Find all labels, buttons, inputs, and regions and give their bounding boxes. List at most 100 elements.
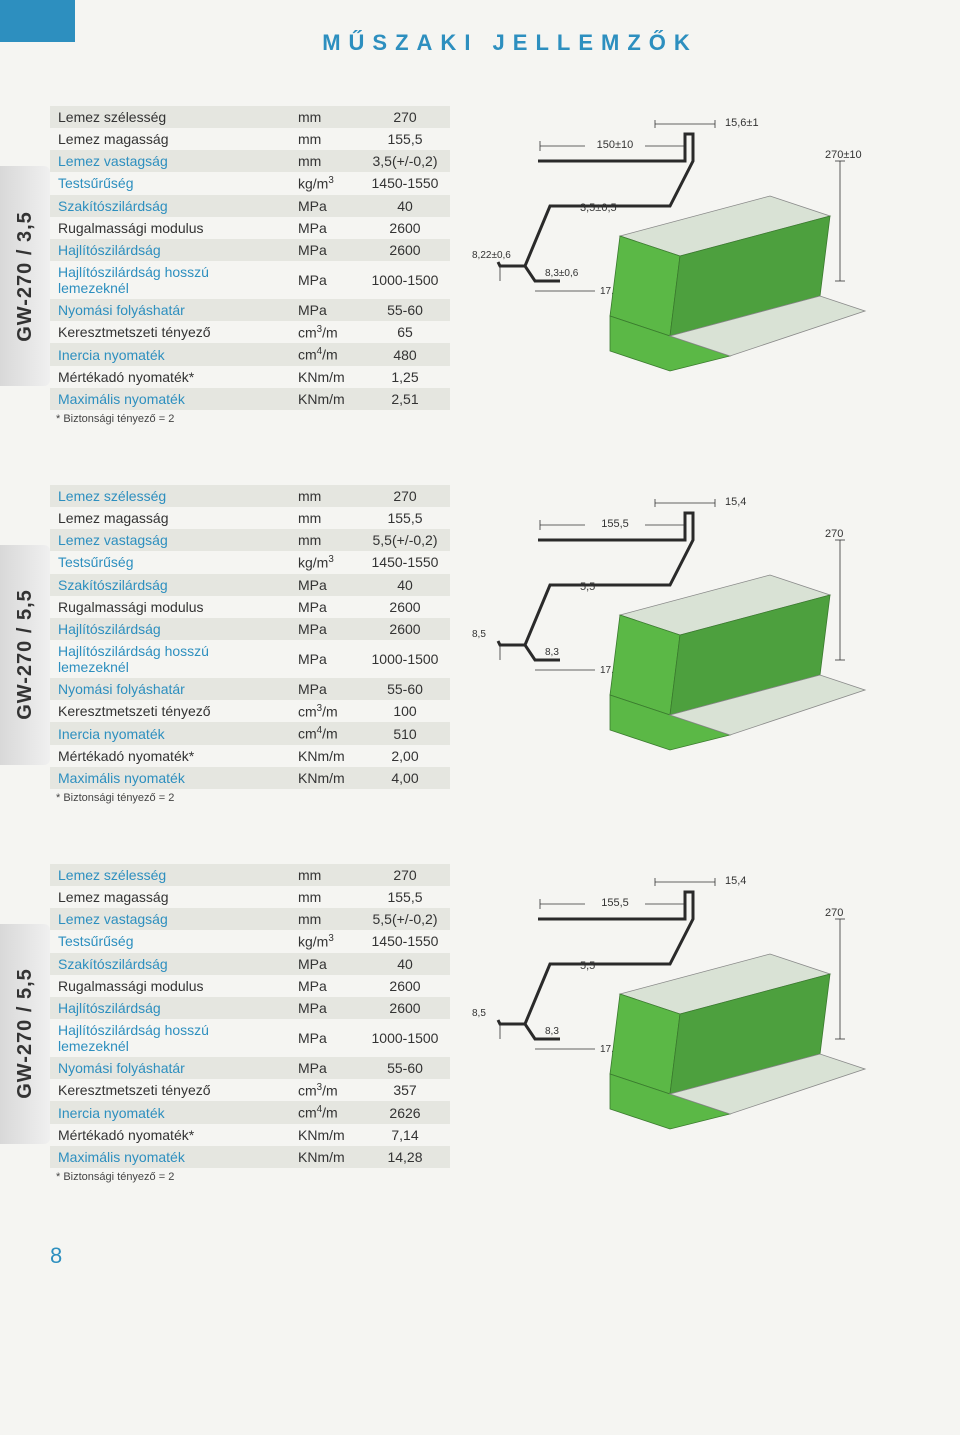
table-row: HajlítószilárdságMPa2600 (50, 239, 450, 261)
spec-unit: KNm/m (290, 1146, 360, 1168)
table-row: Nyomási folyáshatárMPa55-60 (50, 1057, 450, 1079)
spec-value: 270 (360, 106, 450, 128)
table-row: Keresztmetszeti tényezőcm3/m65 (50, 321, 450, 344)
spec-label: Lemez szélesség (50, 864, 290, 886)
svg-text:8,3: 8,3 (545, 1026, 559, 1037)
spec-label: Maximális nyomaték (50, 1146, 290, 1168)
spec-label: Testsűrűség (50, 172, 290, 195)
spec-value: 14,28 (360, 1146, 450, 1168)
footnote: * Biztonsági tényező = 2 (56, 1171, 450, 1183)
product-tab: GW-270 / 5,5 (0, 924, 50, 1144)
spec-label: Szakítószilárdság (50, 195, 290, 217)
svg-text:8,5: 8,5 (472, 1008, 486, 1019)
spec-label: Lemez vastagság (50, 529, 290, 551)
product-tab: GW-270 / 5,5 (0, 545, 50, 765)
spec-unit: KNm/m (290, 745, 360, 767)
spec-unit: cm4/m (290, 1101, 360, 1124)
spec-value: 2600 (360, 975, 450, 997)
spec-unit: mm (290, 908, 360, 930)
table-row: Lemez szélességmm270 (50, 485, 450, 507)
spec-label: Mértékadó nyomaték* (50, 366, 290, 388)
spec-label: Rugalmassági modulus (50, 596, 290, 618)
spec-value: 270 (360, 864, 450, 886)
table-row: Rugalmassági modulusMPa2600 (50, 975, 450, 997)
spec-label: Lemez magasság (50, 507, 290, 529)
spec-value: 2,00 (360, 745, 450, 767)
spec-unit: mm (290, 529, 360, 551)
spec-unit: mm (290, 150, 360, 172)
spec-value: 7,14 (360, 1124, 450, 1146)
spec-label: Keresztmetszeti tényező (50, 321, 290, 344)
spec-label: Maximális nyomaték (50, 767, 290, 789)
footnote: * Biztonsági tényező = 2 (56, 413, 450, 425)
spec-value: 1450-1550 (360, 930, 450, 953)
spec-value: 100 (360, 700, 450, 723)
svg-text:15,4: 15,4 (725, 496, 746, 508)
spec-unit: MPa (290, 574, 360, 596)
svg-text:3,5±0,5: 3,5±0,5 (580, 202, 617, 214)
spec-value: 155,5 (360, 507, 450, 529)
spec-table: Lemez szélességmm270Lemez magasságmm155,… (50, 864, 450, 1168)
page-title: MŰSZAKI JELLEMZŐK (100, 30, 920, 56)
spec-unit: KNm/m (290, 388, 360, 410)
spec-value: 155,5 (360, 128, 450, 150)
svg-text:5,5: 5,5 (580, 581, 595, 593)
spec-unit: MPa (290, 678, 360, 700)
svg-text:270: 270 (825, 528, 843, 540)
product-tab: GW-270 / 3,5 (0, 166, 50, 386)
spec-unit: MPa (290, 217, 360, 239)
spec-label: Hajlítószilárdság hosszú lemezeknél (50, 640, 290, 678)
table-row: Maximális nyomatékKNm/m14,28 (50, 1146, 450, 1168)
spec-value: 40 (360, 953, 450, 975)
spec-label: Inercia nyomaték (50, 722, 290, 745)
spec-unit: mm (290, 507, 360, 529)
spec-value: 1000-1500 (360, 1019, 450, 1057)
table-row: Nyomási folyáshatárMPa55-60 (50, 299, 450, 321)
spec-label: Inercia nyomaték (50, 343, 290, 366)
spec-value: 2,51 (360, 388, 450, 410)
product-tab-label: GW-270 / 3,5 (14, 211, 37, 342)
spec-unit: kg/m3 (290, 930, 360, 953)
spec-unit: MPa (290, 953, 360, 975)
profile-diagram: 15,6±1 150±10 3,5±0,5 8,22±0,6 8,3±0,6 1… (470, 106, 870, 386)
table-row: Nyomási folyáshatárMPa55-60 (50, 678, 450, 700)
spec-value: 1000-1500 (360, 261, 450, 299)
spec-value: 3,5(+/-0,2) (360, 150, 450, 172)
spec-label: Testsűrűség (50, 930, 290, 953)
spec-value: 5,5(+/-0,2) (360, 529, 450, 551)
table-row: Mértékadó nyomaték*KNm/m1,25 (50, 366, 450, 388)
spec-label: Lemez magasság (50, 128, 290, 150)
spec-table: Lemez szélességmm270Lemez magasságmm155,… (50, 485, 450, 789)
table-row: SzakítószilárdságMPa40 (50, 574, 450, 596)
spec-label: Hajlítószilárdság (50, 239, 290, 261)
spec-unit: mm (290, 128, 360, 150)
svg-text:8,22±0,6: 8,22±0,6 (472, 250, 511, 261)
spec-value: 2626 (360, 1101, 450, 1124)
table-row: Maximális nyomatékKNm/m4,00 (50, 767, 450, 789)
top-accent-bar (0, 0, 75, 42)
diagram-container: 15,6±1 150±10 3,5±0,5 8,22±0,6 8,3±0,6 1… (470, 106, 920, 391)
spec-unit: KNm/m (290, 366, 360, 388)
spec-value: 1000-1500 (360, 640, 450, 678)
spec-label: Rugalmassági modulus (50, 975, 290, 997)
table-row: Rugalmassági modulusMPa2600 (50, 596, 450, 618)
spec-value: 2600 (360, 596, 450, 618)
table-row: SzakítószilárdságMPa40 (50, 195, 450, 217)
spec-unit: mm (290, 485, 360, 507)
table-row: Testsűrűségkg/m31450-1550 (50, 930, 450, 953)
spec-unit: kg/m3 (290, 551, 360, 574)
profile-diagram: 15,4 155,5 5,5 8,5 8,3 17,9 270 (470, 485, 870, 765)
table-row: Lemez vastagságmm3,5(+/-0,2) (50, 150, 450, 172)
spec-unit: MPa (290, 618, 360, 640)
spec-unit: cm4/m (290, 722, 360, 745)
spec-label: Lemez magasság (50, 886, 290, 908)
spec-label: Lemez szélesség (50, 485, 290, 507)
svg-text:5,5: 5,5 (580, 960, 595, 972)
svg-text:8,3: 8,3 (545, 647, 559, 658)
table-row: Hajlítószilárdság hosszú lemezeknélMPa10… (50, 640, 450, 678)
spec-value: 2600 (360, 618, 450, 640)
spec-label: Nyomási folyáshatár (50, 678, 290, 700)
spec-section: GW-270 / 5,5Lemez szélességmm270Lemez ma… (50, 864, 920, 1183)
svg-text:15,6±1: 15,6±1 (725, 117, 759, 129)
spec-value: 1450-1550 (360, 172, 450, 195)
